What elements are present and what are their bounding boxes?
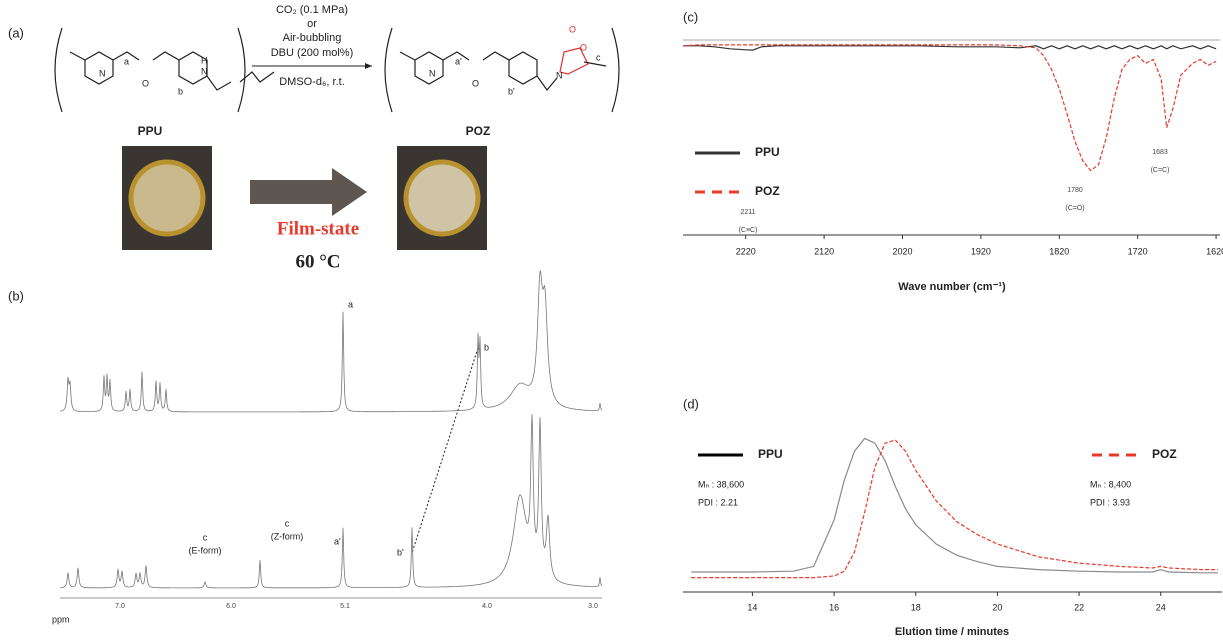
- process-label: Film-state: [277, 218, 359, 239]
- annotation: (C≡C): [739, 227, 758, 234]
- condition: DBU (200 mol%): [271, 47, 354, 59]
- x-tick-label: 1620: [1206, 246, 1223, 256]
- atom-label: b: [178, 86, 183, 96]
- x-axis-label: Elution time / minutes: [895, 626, 1009, 638]
- peak-label: a': [334, 536, 341, 546]
- atom-label: O: [569, 24, 576, 34]
- nmr-spectrum: [60, 271, 602, 412]
- film-disc: [406, 162, 478, 234]
- ppm-tick-label: 7.0: [115, 603, 125, 610]
- peak-label: (Z-form): [271, 531, 304, 541]
- legend-label: POZ: [755, 184, 780, 198]
- compound-name: POZ: [466, 124, 491, 138]
- atom-label: O: [142, 78, 149, 88]
- film-disc: [131, 162, 203, 234]
- chart: (c) 2220 2120 2020 1920 1820 1720 1620 Wave numb…: [683, 9, 1223, 292]
- atom-label: b': [508, 86, 515, 96]
- x-tick-label: 1920: [971, 246, 991, 256]
- annotation: 1683: [1152, 149, 1168, 156]
- product-structure: [385, 28, 619, 112]
- condition: CO₂ (0.1 MPa): [276, 4, 348, 16]
- axis-label: ppm: [52, 614, 70, 624]
- temperature-label: 60 °C: [295, 251, 340, 272]
- nmr-spectrum: [60, 414, 602, 588]
- atom-label: a': [455, 56, 462, 66]
- x-tick-label: 1820: [1049, 246, 1069, 256]
- ppm-tick-label: 4.0: [482, 603, 492, 610]
- compound-name: PPU: [138, 124, 163, 138]
- annotation: (C=O): [1065, 205, 1084, 212]
- x-tick-label: 20: [992, 602, 1002, 612]
- panel-label: (d): [683, 396, 699, 411]
- peak-label: a: [348, 299, 353, 309]
- x-tick-label: 18: [911, 602, 921, 612]
- panel-label: (a): [8, 25, 24, 40]
- x-tick-label: 2120: [814, 246, 834, 256]
- reaction-arrowhead: [365, 63, 372, 69]
- panel-label: (c): [683, 9, 698, 24]
- figure: (a) CO₂ (0.1 MPa) or Air-bubbling DBU (2…: [0, 0, 1223, 641]
- annotation: PDI : 2.21: [698, 497, 738, 507]
- annotation: 2211: [740, 209, 755, 216]
- panel-b: (b) a b c (E-form) c (Z-form) a' b' ppm …: [8, 271, 602, 624]
- atom-label: N: [99, 68, 106, 78]
- x-tick-label: 16: [829, 602, 839, 612]
- annotation: 1780: [1067, 187, 1083, 194]
- annotation: (C=C): [1151, 167, 1170, 174]
- atom-label: O: [580, 42, 587, 52]
- peak-label: c: [285, 518, 290, 528]
- x-tick-label: 24: [1156, 602, 1166, 612]
- peak-label: c: [203, 532, 208, 542]
- annotation: Mₙ : 38,600: [698, 479, 744, 489]
- ppm-tick-label: 5.1: [340, 603, 350, 610]
- atom-label: N: [201, 66, 208, 76]
- reactant-structure: [55, 28, 274, 112]
- peak-label: (E-form): [189, 545, 222, 555]
- atom-label: N: [556, 70, 563, 80]
- annotation: PDI : 3.93: [1090, 497, 1130, 507]
- x-axis-label: Wave number (cm⁻¹): [898, 281, 1006, 293]
- panel-label: (b): [8, 288, 24, 303]
- condition: or: [307, 18, 317, 30]
- x-tick-label: 1720: [1128, 246, 1148, 256]
- condition: Air-bubbling: [283, 32, 342, 44]
- annotation: Mₙ : 8,400: [1090, 479, 1131, 489]
- ppm-tick-label: 3.0: [588, 603, 598, 610]
- condition: DMSO-d₆, r.t.: [279, 76, 345, 88]
- peak-label: b': [397, 547, 404, 557]
- legend-label: PPU: [758, 447, 783, 461]
- correlation-line: [412, 348, 478, 553]
- series-line: [683, 46, 1216, 50]
- panel-a: (a) CO₂ (0.1 MPa) or Air-bubbling DBU (2…: [8, 4, 619, 272]
- chart: (d) 14 16 18 20 22 24 Elution time / minutes PPU…: [683, 396, 1222, 637]
- x-tick-label: 2020: [892, 246, 912, 256]
- legend-label: PPU: [755, 145, 780, 159]
- legend-label: POZ: [1152, 447, 1177, 461]
- process-arrow: [250, 168, 367, 216]
- atom-label: c: [596, 52, 601, 62]
- peak-label: b: [484, 342, 489, 352]
- atom-label: N: [429, 68, 436, 78]
- x-tick-label: 22: [1074, 602, 1084, 612]
- x-tick-label: 14: [747, 602, 757, 612]
- x-tick-label: 2220: [736, 246, 756, 256]
- atom-label: a: [124, 56, 129, 66]
- atom-label: H: [201, 55, 208, 65]
- ppm-tick-label: 6.0: [226, 603, 236, 610]
- atom-label: O: [472, 78, 479, 88]
